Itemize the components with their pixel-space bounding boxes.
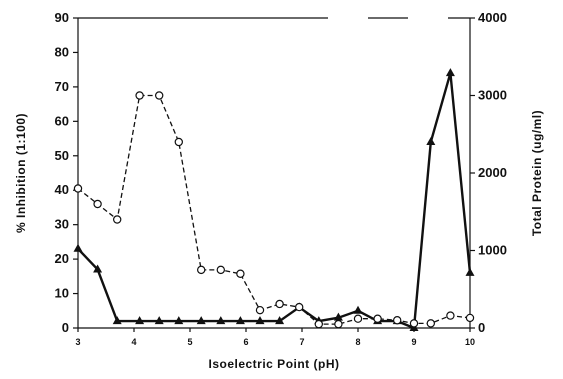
circle-marker bbox=[93, 199, 102, 209]
y2-tick-label: 1000 bbox=[478, 243, 507, 258]
triangle-marker bbox=[154, 316, 164, 325]
x-tick-label: 8 bbox=[355, 337, 360, 347]
y-tick-label: 50 bbox=[55, 148, 69, 163]
circle-marker bbox=[295, 302, 304, 312]
circle-marker bbox=[314, 319, 323, 329]
circle-marker bbox=[465, 313, 475, 323]
triangle-marker bbox=[112, 316, 122, 325]
series-layer bbox=[73, 68, 475, 331]
triangle-marker bbox=[216, 316, 226, 325]
triangle-marker bbox=[333, 312, 343, 321]
triangle-marker bbox=[196, 316, 206, 325]
x-tick-label: 6 bbox=[243, 337, 248, 347]
circle-marker bbox=[409, 319, 419, 328]
triangle-marker bbox=[275, 316, 285, 325]
y-tick-label: 10 bbox=[55, 286, 69, 301]
circle-marker bbox=[73, 184, 83, 193]
y-tick-label: 30 bbox=[55, 217, 69, 232]
y-tick-label: 80 bbox=[55, 44, 69, 59]
series-line-1 bbox=[77, 72, 472, 330]
circle-marker bbox=[236, 269, 245, 278]
x-tick-label: 4 bbox=[131, 337, 136, 347]
triangle-marker bbox=[445, 68, 455, 77]
y2-tick-label: 0 bbox=[478, 320, 485, 335]
y-axis-title: % Inhibition (1:100) bbox=[14, 113, 28, 233]
circle-marker bbox=[174, 137, 183, 147]
axes bbox=[77, 17, 471, 329]
x-tick-label: 10 bbox=[465, 337, 475, 347]
x-tick-label: 9 bbox=[411, 337, 416, 347]
circle-marker bbox=[255, 305, 265, 315]
y2-tick-label: 2000 bbox=[478, 165, 507, 180]
circle-marker bbox=[216, 265, 225, 275]
circle-marker bbox=[446, 311, 455, 320]
y-tick-label: 0 bbox=[62, 320, 69, 335]
circle-marker bbox=[112, 215, 122, 224]
y-tick-label: 20 bbox=[55, 251, 69, 266]
x-tick-label: 3 bbox=[75, 337, 80, 347]
circle-marker bbox=[196, 265, 206, 275]
triangle-marker bbox=[255, 316, 265, 325]
y2-tick-label: 3000 bbox=[478, 88, 507, 103]
y-tick-label: 70 bbox=[55, 79, 69, 94]
x-axis-title: Isoelectric Point (pH) bbox=[208, 357, 339, 371]
circle-marker bbox=[334, 319, 343, 329]
triangle-marker bbox=[465, 267, 475, 276]
circle-marker bbox=[393, 316, 402, 325]
y2-axis-title: Total Protein (ug/ml) bbox=[530, 110, 544, 236]
y-tick-label: 90 bbox=[55, 10, 69, 25]
triangle-marker bbox=[426, 137, 436, 145]
triangle-marker bbox=[235, 316, 245, 325]
series-line-2 bbox=[77, 94, 471, 325]
triangle-marker bbox=[174, 316, 184, 325]
circle-marker bbox=[353, 314, 363, 323]
x-tick-label: 5 bbox=[187, 337, 192, 347]
y2-tick-label: 4000 bbox=[478, 10, 507, 25]
circle-marker bbox=[135, 91, 144, 100]
triangle-marker bbox=[353, 305, 363, 314]
y-tick-label: 60 bbox=[55, 113, 69, 128]
triangle-marker bbox=[135, 316, 145, 325]
triangle-marker bbox=[93, 264, 103, 273]
circle-marker bbox=[426, 319, 435, 328]
circle-marker bbox=[275, 299, 284, 309]
y-tick-label: 40 bbox=[55, 182, 69, 197]
triangle-marker bbox=[73, 243, 83, 252]
circle-marker bbox=[154, 91, 164, 100]
circle-marker bbox=[373, 314, 382, 323]
x-tick-label: 7 bbox=[299, 337, 304, 347]
